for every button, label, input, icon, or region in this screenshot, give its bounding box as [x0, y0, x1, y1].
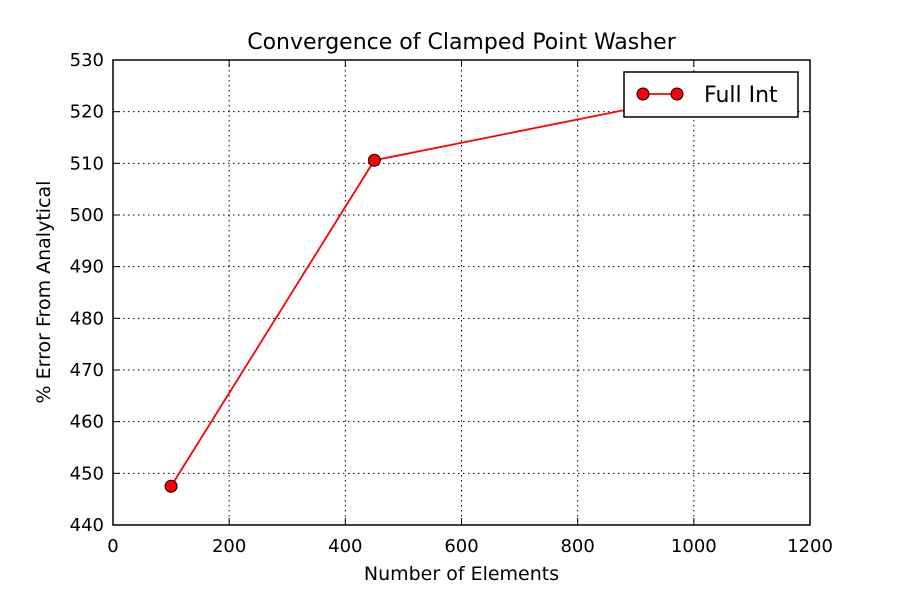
- y-tick-label: 510: [70, 153, 104, 174]
- y-tick-label: 530: [70, 50, 104, 71]
- y-tick-label: 480: [70, 308, 104, 329]
- x-tick-label: 0: [107, 536, 118, 557]
- y-tick-label: 450: [70, 463, 104, 484]
- legend-marker: [636, 87, 650, 101]
- x-tick-label: 1200: [787, 536, 833, 557]
- y-tick-label: 520: [70, 102, 104, 123]
- chart-title: Convergence of Clamped Point Washer: [247, 30, 676, 55]
- x-axis-label: Number of Elements: [364, 563, 559, 585]
- grid-lines: [113, 60, 810, 525]
- data-point: [367, 153, 381, 167]
- y-tick-label: 490: [70, 257, 104, 278]
- y-axis-label: % Error From Analytical: [33, 181, 55, 404]
- plot-area: [164, 89, 701, 493]
- y-tick-label: 500: [70, 205, 104, 226]
- x-tick-label: 1000: [671, 536, 717, 557]
- data-point: [164, 479, 178, 493]
- y-tick-labels: 440 450 460 470 480 490 500 510 520 530: [70, 50, 104, 536]
- legend-marker: [670, 87, 684, 101]
- x-tick-label: 400: [328, 536, 362, 557]
- x-tick-labels: 0 200 400 600 800 1000 1200: [107, 536, 833, 557]
- x-tick-label: 800: [560, 536, 594, 557]
- axis-ticks: [112, 59, 811, 526]
- x-tick-label: 200: [212, 536, 246, 557]
- x-tick-label: 600: [444, 536, 478, 557]
- legend-label-full-int: Full Int: [704, 83, 778, 108]
- y-tick-label: 440: [70, 515, 104, 536]
- legend: Full Int: [623, 71, 799, 118]
- y-tick-label: 460: [70, 412, 104, 433]
- y-tick-label: 470: [70, 360, 104, 381]
